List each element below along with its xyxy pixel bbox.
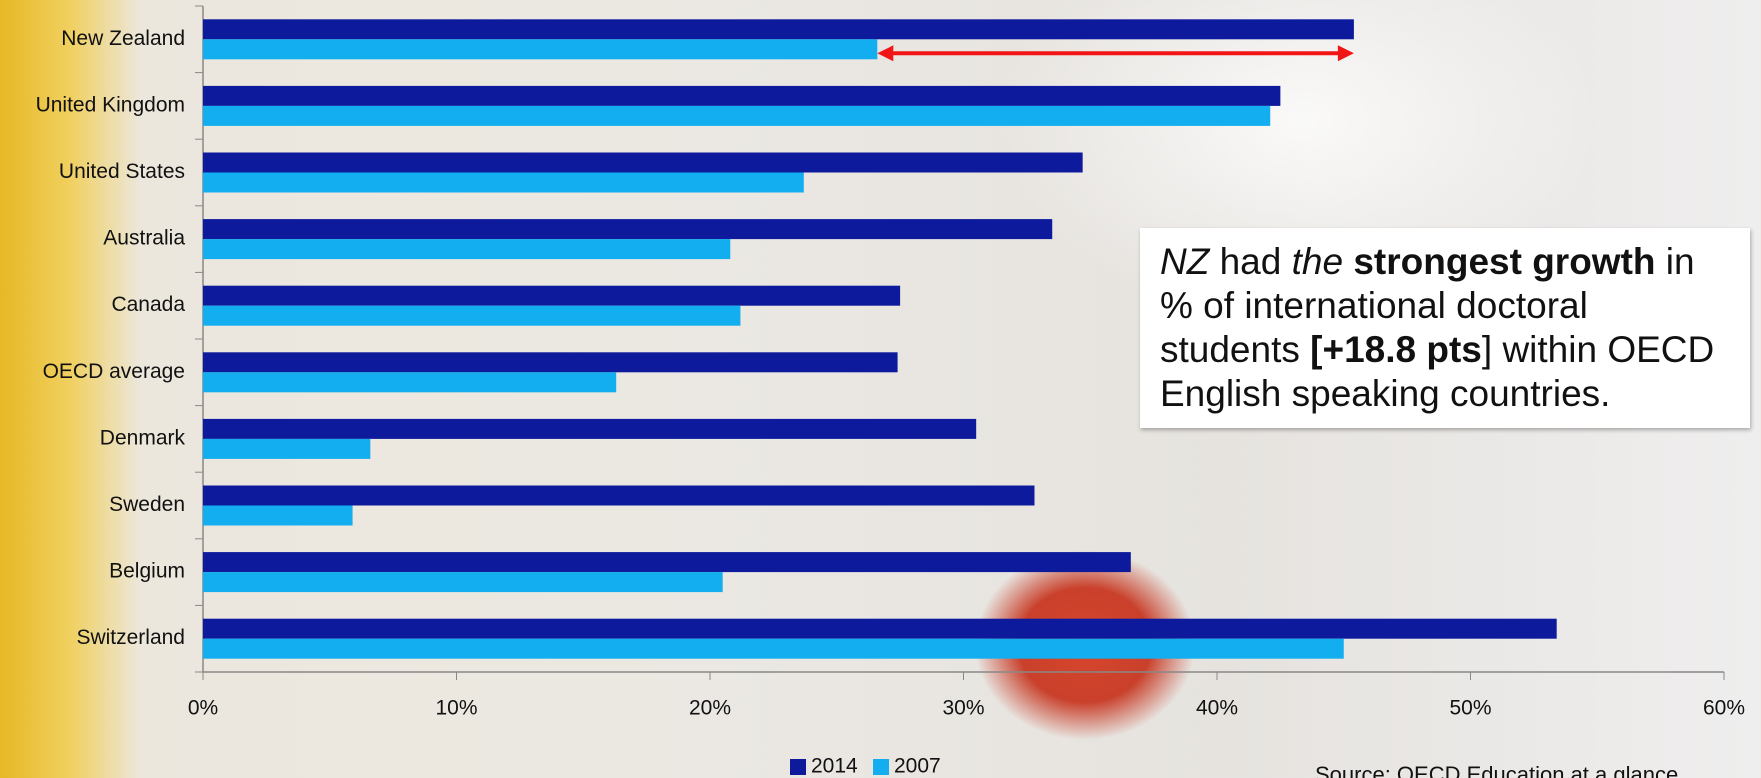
bar: [203, 152, 1083, 173]
annotation-text: the: [1291, 241, 1344, 282]
bar: [203, 505, 353, 526]
annotation-box: NZ had the strongest growth in % of inte…: [1140, 228, 1750, 428]
bar: [203, 485, 1035, 506]
y-tick-label: Canada: [111, 293, 185, 316]
y-tick-label: United Kingdom: [36, 93, 185, 116]
source: Source: OECD Education at a glance: [1315, 762, 1679, 778]
bar: [203, 172, 804, 193]
legend-label: 2007: [894, 755, 941, 778]
x-tick-label: 10%: [435, 697, 477, 720]
bar: [203, 19, 1354, 40]
arrow-head: [1337, 45, 1354, 62]
y-tick-label: Australia: [103, 227, 185, 250]
x-tick-label: 0%: [188, 697, 218, 720]
legend-swatch: [790, 759, 806, 775]
y-tick-label: Denmark: [100, 426, 186, 449]
y-tick-label: United States: [59, 160, 185, 183]
x-tick-label: 30%: [942, 697, 984, 720]
y-tick-label: Switzerland: [76, 626, 185, 649]
bar: [203, 39, 878, 60]
bar: [203, 352, 898, 373]
annotation-text: ] within OECD English speaking countries…: [1160, 329, 1715, 414]
annotation-text: [+18.8 pts: [1310, 329, 1482, 370]
arrow-head: [877, 45, 894, 62]
legend-swatch: [873, 759, 889, 775]
annotation-text: [1343, 241, 1353, 282]
x-tick-label: 20%: [689, 697, 731, 720]
annotation-text: had: [1209, 241, 1292, 282]
x-tick-label: 40%: [1196, 697, 1238, 720]
bar: [203, 85, 1281, 106]
bar: [203, 438, 371, 459]
x-tick-label: 50%: [1449, 697, 1491, 720]
annotation-text: NZ: [1160, 241, 1210, 282]
y-tick-label: Sweden: [109, 493, 185, 516]
annotation-text: in % of international doctoral students: [1160, 241, 1695, 370]
bar: [203, 305, 741, 326]
x-tick-label: 60%: [1703, 697, 1745, 720]
bar: [203, 219, 1053, 240]
annotation-text: strongest growth: [1353, 241, 1656, 282]
bar: [203, 418, 977, 439]
y-tick-label: OECD average: [43, 360, 185, 383]
y-tick-label: Belgium: [109, 560, 185, 583]
bar: [203, 372, 617, 393]
bar: [203, 552, 1131, 573]
bar: [203, 618, 1557, 639]
legend-label: 2014: [811, 755, 858, 778]
bar: [203, 239, 731, 260]
bar: [203, 638, 1344, 659]
bar: [203, 285, 901, 306]
bar: [203, 105, 1271, 126]
bar: [203, 572, 723, 593]
y-tick-label: New Zealand: [61, 27, 185, 50]
